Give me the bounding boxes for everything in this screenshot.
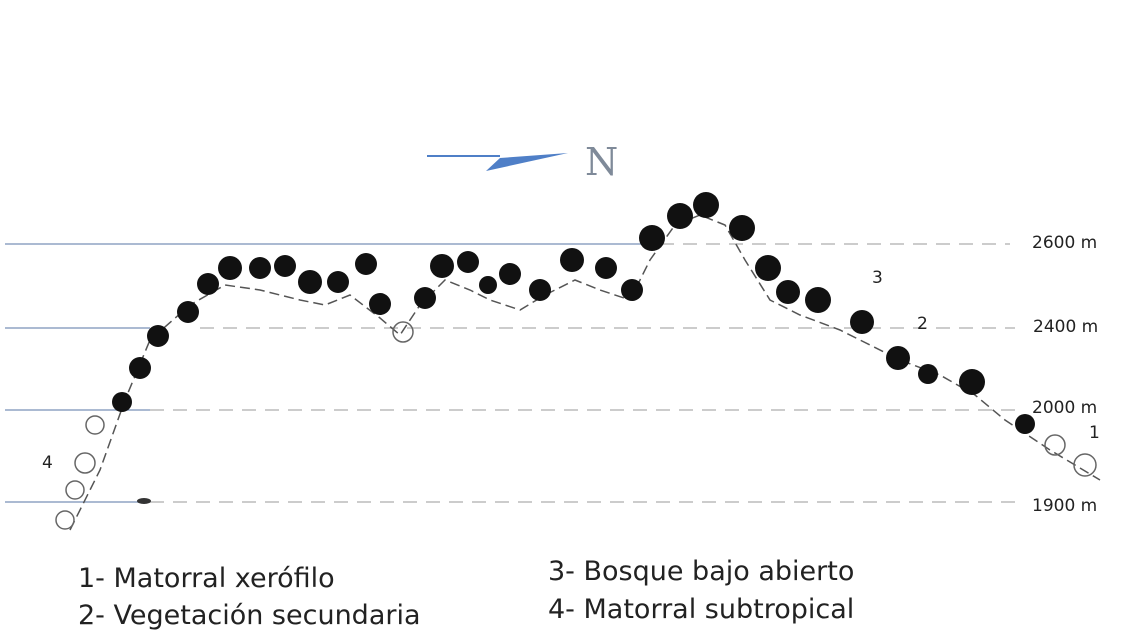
zone-number-3: 3 [872,268,883,288]
light-shrubs [55,321,1097,530]
legend-item-3: 3- Bosque bajo abierto [548,556,855,587]
zone-number-4: 4 [42,453,53,473]
zone-number-2: 2 [917,314,928,334]
elevation-label-2600: 2600 m [1032,233,1098,253]
legend-item-4: 4- Matorral subtropical [548,594,855,625]
elevation-label-1900: 1900 m [1032,496,1098,516]
north-arrow [427,153,568,171]
legend-item-1: 1- Matorral xerófilo [78,563,335,594]
zone-number-1: 1 [1089,423,1100,443]
dark-trees [112,192,1035,434]
profile-line [69,214,1101,531]
elevation-label-2000: 2000 m [1032,398,1098,418]
legend-item-2: 2- Vegetación secundaria [78,600,421,631]
elevation-label-2400: 2400 m [1033,317,1099,337]
north-label: N [585,140,619,184]
small-shrub-baseline [137,498,151,504]
